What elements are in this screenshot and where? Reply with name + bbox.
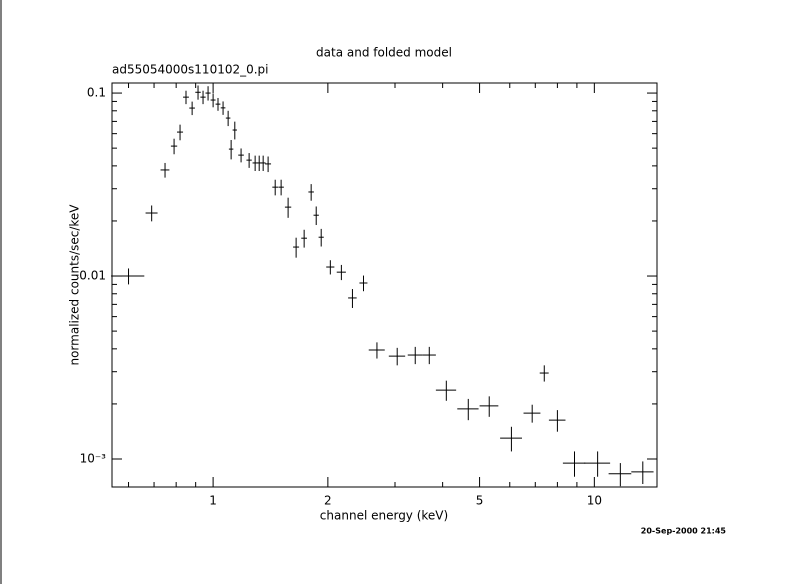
x-tick-label: 10 xyxy=(587,494,602,508)
x-axis-label: channel energy (keV) xyxy=(320,509,448,523)
y-tick-label: 0.1 xyxy=(87,86,106,100)
chart-subtitle: ad55054000s110102_0.pi xyxy=(112,63,269,77)
y-axis-label: normalized counts/sec/keV xyxy=(68,204,82,366)
chart-title: data and folded model xyxy=(316,46,452,60)
y-tick-label: 10⁻³ xyxy=(80,451,107,465)
x-tick-label: 1 xyxy=(209,494,217,508)
x-tick-label: 2 xyxy=(324,494,332,508)
timestamp: 20-Sep-2000 21:45 xyxy=(641,527,727,536)
x-tick-label: 5 xyxy=(476,494,484,508)
y-tick-label: 0.01 xyxy=(79,269,106,283)
plot-frame xyxy=(111,82,658,488)
